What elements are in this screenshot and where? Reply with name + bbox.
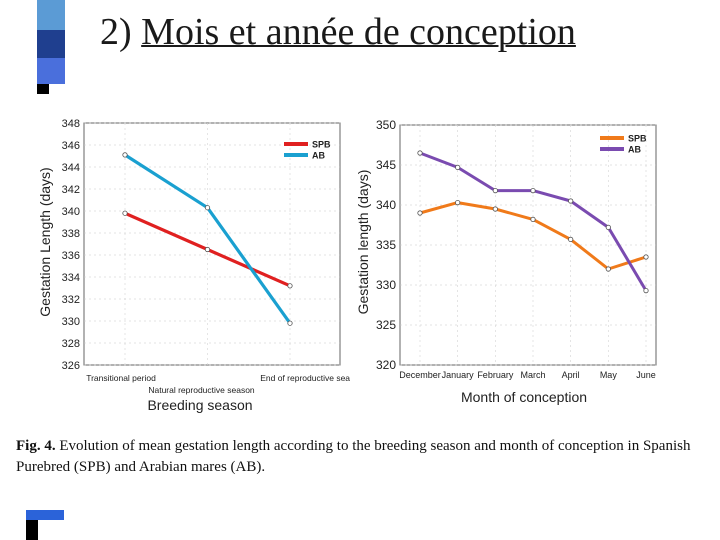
chart-month-of-conception: 320 325 330 335 340 345 350 December January Febr… xyxy=(355,118,657,405)
data-point-ab xyxy=(417,150,423,156)
x-tick-label: February xyxy=(477,370,514,380)
y-tick-label: 335 xyxy=(376,238,396,252)
slide-title: 2) Mois et année de conception xyxy=(100,10,576,54)
legend-label-spb: SPB xyxy=(312,140,331,150)
data-point-spb xyxy=(643,254,649,260)
data-point-ab xyxy=(492,188,498,194)
y-axis-label: Gestation Length (days) xyxy=(37,167,53,316)
data-point-spb xyxy=(287,283,293,289)
legend-label-ab: AB xyxy=(628,145,641,155)
legend-label-ab: AB xyxy=(312,151,325,161)
y-tick-label: 340 xyxy=(62,206,80,218)
data-point-ab xyxy=(204,205,211,211)
accent-block-2 xyxy=(37,30,65,58)
y-tick-label: 350 xyxy=(376,118,396,132)
data-point-ab xyxy=(568,198,574,204)
y-tick-label: 342 xyxy=(62,184,80,196)
x-tick-label: End of reproductive season xyxy=(260,373,350,383)
y-tick-label: 328 xyxy=(62,338,80,350)
data-point-spb xyxy=(455,200,461,206)
y-axis-label: Gestation length (days) xyxy=(355,170,371,315)
data-point-spb xyxy=(568,236,574,242)
y-tick-label: 344 xyxy=(62,162,80,174)
y-tick-label: 330 xyxy=(376,278,396,292)
y-tick-label: 330 xyxy=(62,316,80,328)
y-tick-label: 345 xyxy=(376,158,396,172)
data-point-ab xyxy=(287,320,293,326)
x-tick-label: April xyxy=(562,370,580,380)
accent-block-1 xyxy=(37,0,65,30)
x-tick-label: December xyxy=(399,370,441,380)
y-tick-label: 325 xyxy=(376,318,396,332)
y-tick-label: 326 xyxy=(62,360,80,372)
accent-block-bottom-1 xyxy=(26,510,64,520)
y-tick-label: 348 xyxy=(62,118,80,130)
y-tick-label: 338 xyxy=(62,228,80,240)
caption-text: Evolution of mean gestation length accor… xyxy=(16,438,691,475)
data-point-ab xyxy=(455,164,461,171)
accent-block-4 xyxy=(37,84,49,94)
data-point-ab xyxy=(530,188,536,194)
y-tick-label: 334 xyxy=(62,272,80,284)
x-tick-label: Transitional period xyxy=(86,373,156,383)
data-point-spb xyxy=(204,246,211,253)
y-tick-label: 340 xyxy=(376,198,396,212)
data-point-ab xyxy=(605,224,611,231)
accent-block-bottom-2 xyxy=(26,520,38,540)
title-prefix: 2) xyxy=(100,11,142,53)
data-point-ab xyxy=(643,288,649,294)
data-point-spb xyxy=(492,206,498,212)
caption-label: Fig. 4. xyxy=(16,438,56,454)
title-main: Mois et année de conception xyxy=(141,11,576,53)
data-point-spb xyxy=(605,266,611,272)
chart-breeding-season: 326 328 330 332 334 336 338 340 342 344 346 348 Tran… xyxy=(37,118,350,413)
data-point-spb xyxy=(417,210,423,216)
legend-label-spb: SPB xyxy=(628,134,647,144)
x-tick-label: Natural reproductive season xyxy=(148,385,255,395)
y-tick-label: 320 xyxy=(376,358,396,372)
figure-caption: Fig. 4. Evolution of mean gestation leng… xyxy=(16,436,706,478)
y-tick-label: 336 xyxy=(62,250,80,262)
y-tick-label: 346 xyxy=(62,140,80,152)
x-axis-label: Breeding season xyxy=(147,397,252,413)
data-point-spb xyxy=(530,216,536,223)
x-tick-label: May xyxy=(600,370,618,380)
plot-frame xyxy=(83,122,341,366)
y-tick-label: 332 xyxy=(62,294,80,306)
x-axis-label: Month of conception xyxy=(461,389,587,405)
data-point-spb xyxy=(122,210,128,216)
data-point-ab xyxy=(122,152,128,158)
x-tick-label: March xyxy=(520,370,545,380)
accent-block-3 xyxy=(37,58,65,84)
x-tick-label: January xyxy=(442,370,475,380)
x-tick-label: June xyxy=(636,370,656,380)
